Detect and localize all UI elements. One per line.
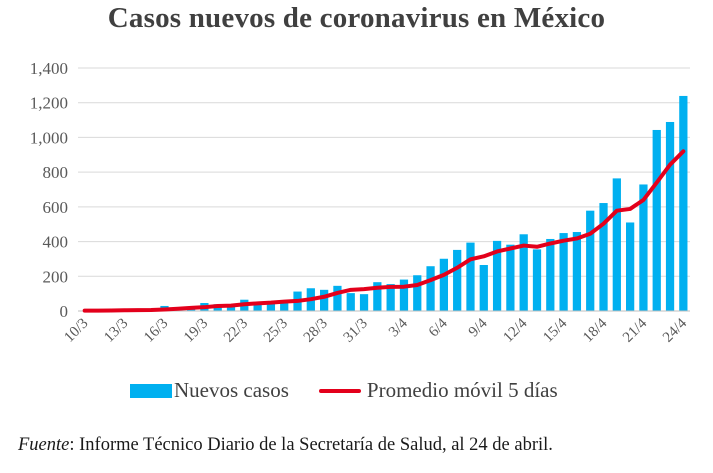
- bar: [346, 293, 355, 311]
- x-tick-label: 15/4: [540, 315, 571, 346]
- bar: [652, 129, 661, 311]
- bar-series: [80, 95, 688, 311]
- bar: [546, 238, 555, 311]
- y-axis-labels: 0 200 400 600 800 1,000 1,200 1,400: [30, 59, 68, 321]
- y-tick-label: 0: [60, 302, 69, 321]
- bar: [333, 285, 342, 311]
- y-tick-label: 800: [43, 163, 69, 182]
- bar: [466, 242, 475, 311]
- bar: [320, 289, 329, 311]
- bar: [426, 266, 435, 311]
- x-tick-label: 18/4: [580, 315, 611, 346]
- y-tick-label: 200: [43, 267, 69, 286]
- bar: [665, 121, 675, 311]
- legend-item-bars: Nuevos casos: [130, 378, 289, 403]
- bar: [399, 279, 409, 311]
- source-label: Fuente: [18, 435, 70, 455]
- gridlines: [78, 67, 690, 277]
- chart-title: Casos nuevos de coronavirus en México: [107, 2, 606, 34]
- legend-line-swatch: [318, 388, 361, 393]
- x-tick-label: 9/4: [466, 315, 491, 340]
- y-tick-label: 1,400: [30, 59, 68, 78]
- x-tick-label: 28/3: [301, 316, 331, 346]
- bar: [586, 210, 595, 311]
- bar: [532, 249, 542, 311]
- x-tick-label: 21/4: [620, 315, 651, 346]
- bar: [559, 233, 568, 311]
- x-axis-labels: 10/3 13/3 16/3 19/3 22/3 25/3 28/3 31/3 3/4 6/4 9/…: [61, 315, 690, 346]
- bar: [626, 222, 635, 311]
- x-tick-label: 24/4: [660, 315, 691, 346]
- y-tick-label: 600: [43, 198, 69, 217]
- x-tick-label: 16/3: [141, 316, 171, 346]
- x-tick-label: 31/3: [341, 316, 371, 346]
- x-tick-label: 19/3: [181, 316, 211, 346]
- moving-average-line: [82, 149, 686, 313]
- y-tick-label: 1,000: [30, 128, 68, 147]
- bar: [679, 95, 688, 311]
- bar: [492, 240, 502, 311]
- moving-average-series: [82, 149, 686, 313]
- y-tick-label: 400: [43, 233, 69, 252]
- y-tick-label: 1,200: [30, 94, 68, 113]
- bar: [386, 284, 395, 311]
- legend-line-label: Promedio móvil 5 días: [366, 378, 558, 402]
- legend: Nuevos casos Promedio móvil 5 días: [130, 378, 588, 403]
- bar: [506, 244, 515, 311]
- source-text: : Informe Técnico Diario de la Secretarí…: [69, 435, 553, 455]
- bar: [439, 258, 448, 311]
- legend-bar-label: Nuevos casos: [174, 378, 289, 402]
- source-note: Fuente: Informe Técnico Diario de la Sec…: [18, 435, 553, 456]
- legend-item-line: Promedio móvil 5 días: [318, 378, 558, 403]
- bar: [479, 265, 488, 311]
- x-tick-label: 22/3: [221, 316, 251, 346]
- bar: [519, 234, 528, 311]
- bar: [253, 302, 262, 311]
- legend-bar-swatch: [130, 383, 172, 398]
- bar: [359, 294, 369, 311]
- bar: [413, 275, 422, 311]
- x-tick-label: 12/4: [500, 315, 531, 346]
- bar: [266, 301, 276, 311]
- bar: [572, 232, 582, 311]
- x-tick-label: 13/3: [101, 316, 131, 346]
- bar: [612, 178, 621, 311]
- bar: [373, 282, 382, 311]
- x-tick-label: 25/3: [261, 316, 291, 346]
- bar: [599, 203, 608, 311]
- bar: [453, 249, 462, 311]
- x-tick-label: 6/4: [426, 315, 451, 340]
- bar: [639, 184, 648, 311]
- x-tick-label: 3/4: [386, 315, 411, 340]
- bar: [280, 300, 289, 311]
